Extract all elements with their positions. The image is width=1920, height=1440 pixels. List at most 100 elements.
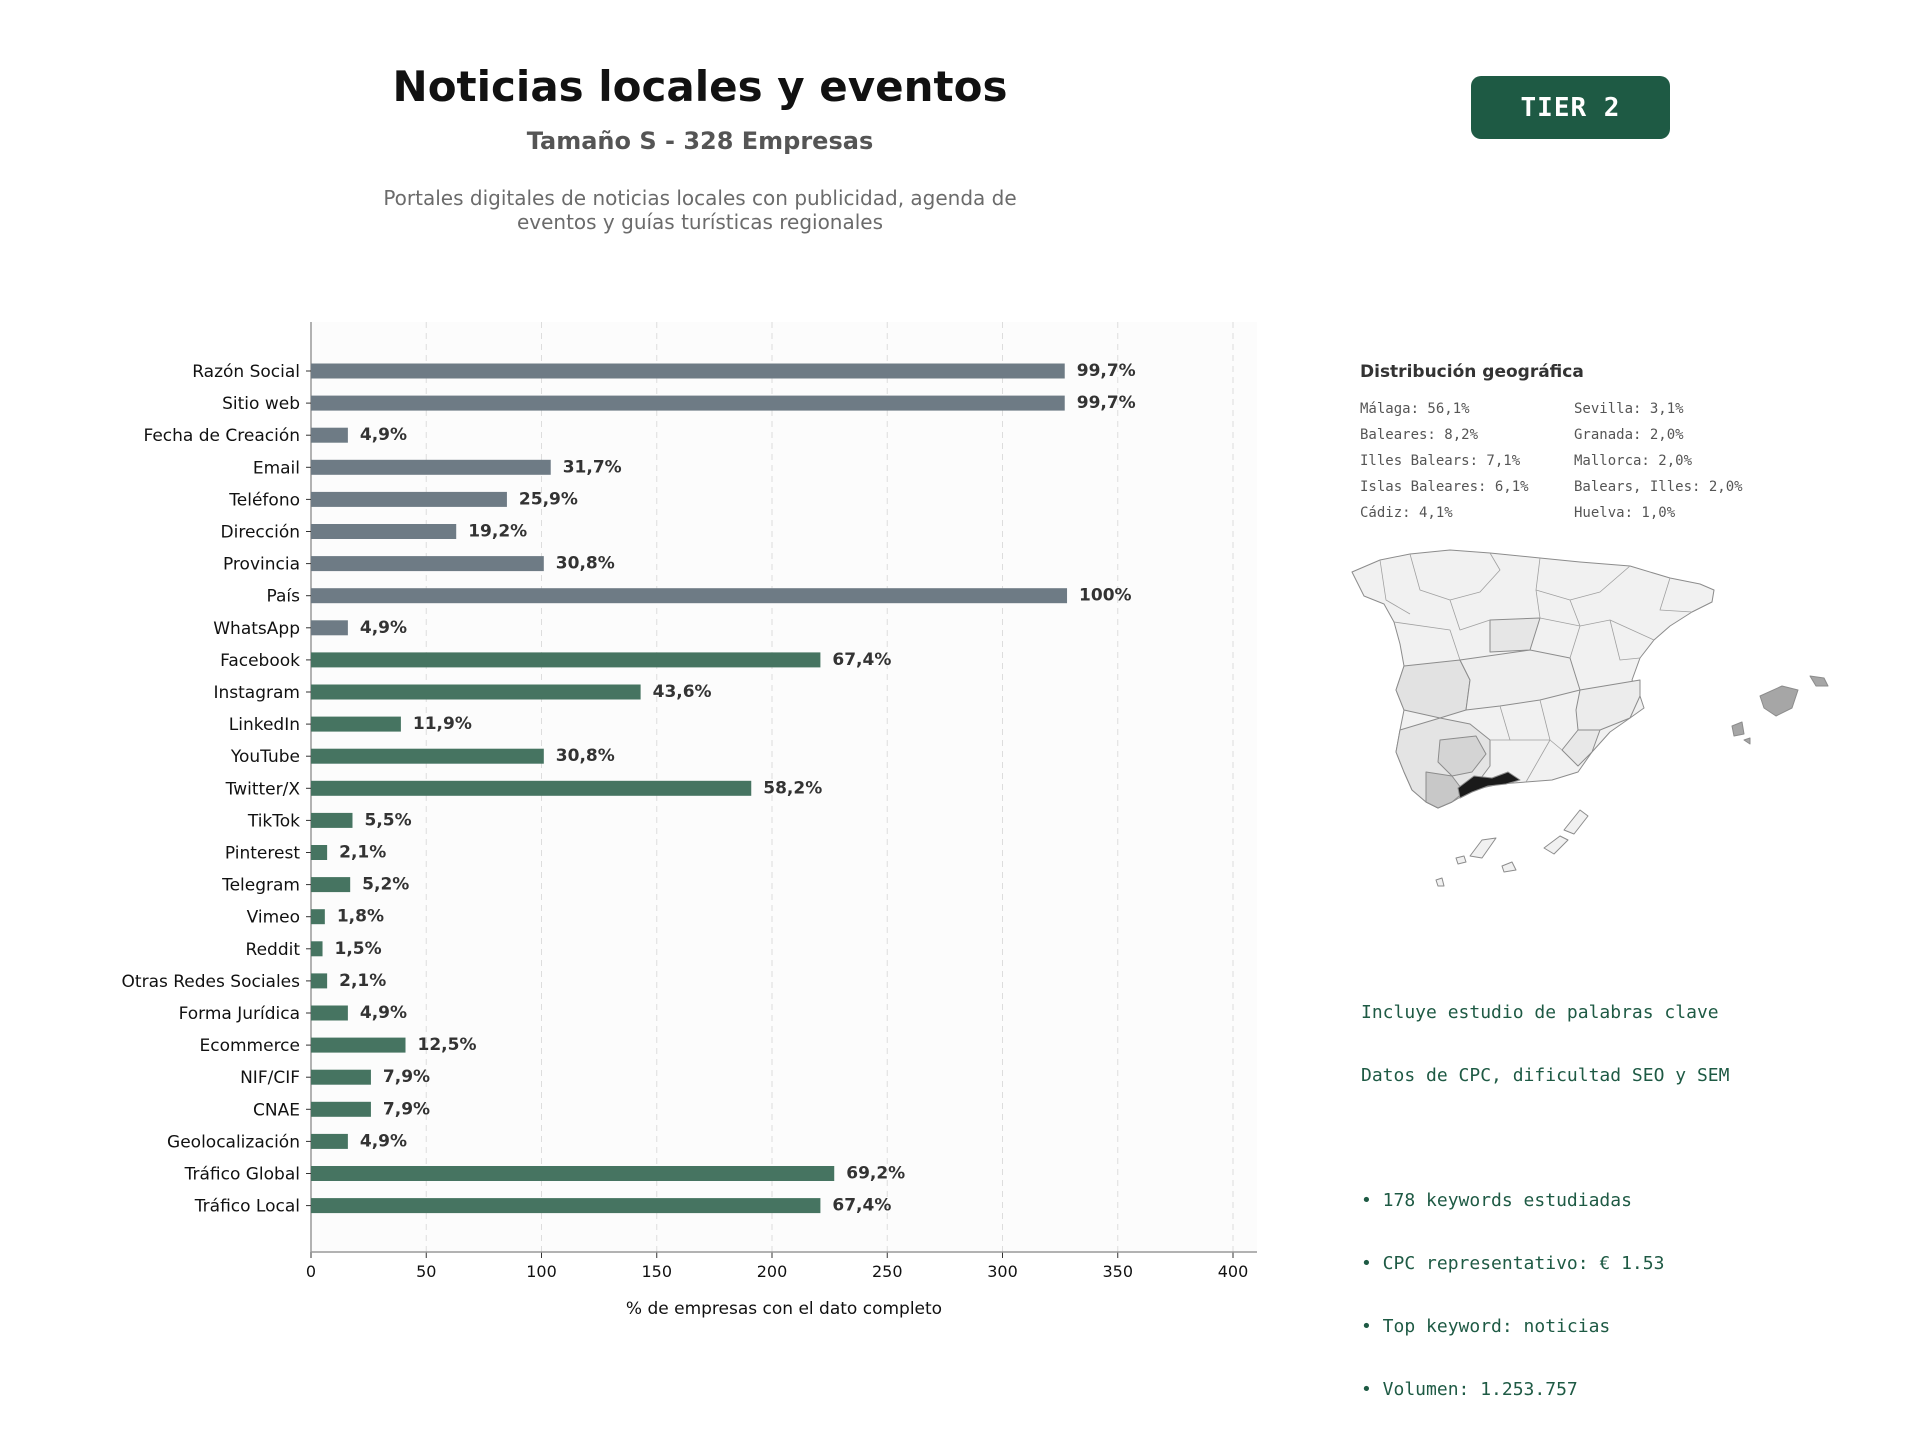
category-label: Geolocalización — [167, 1132, 300, 1152]
map-region-murcia — [1561, 729, 1601, 767]
bar — [311, 524, 457, 539]
map-region-extremadura — [1395, 659, 1471, 719]
spain-map-svg — [1351, 549, 1829, 887]
bar — [311, 1101, 371, 1117]
bar — [311, 684, 641, 700]
category-label: Tráfico Local — [194, 1197, 300, 1217]
geo-item: Huelva: 1,0% — [1574, 505, 1676, 521]
geo-item: Illes Balears: 7,1% — [1360, 453, 1521, 469]
category-label: Ecommerce — [200, 1036, 301, 1056]
value-label: 58,2% — [763, 778, 822, 798]
page-subtitle: Tamaño S - 328 Empresas — [526, 127, 874, 155]
bar — [311, 620, 348, 636]
map-island-ibiza — [1731, 721, 1745, 737]
bar — [311, 588, 1068, 604]
value-label: 1,8% — [337, 907, 384, 927]
bar — [311, 973, 328, 989]
category-label: Teléfono — [228, 490, 300, 510]
bar — [311, 812, 353, 828]
category-label: WhatsApp — [213, 619, 300, 639]
keywords-line-1: Incluye estudio de palabras clave — [1361, 1002, 1719, 1023]
completeness-bar-chart: 0 50 100 150 200 250 300 350 400 Razón Social 99,7… — [122, 322, 1257, 1319]
category-label: Sitio web — [222, 394, 300, 414]
spain-provinces-map — [1340, 540, 1850, 910]
category-label: CNAE — [253, 1100, 300, 1120]
x-tick-label: 150 — [641, 1262, 672, 1281]
value-label: 99,7% — [1077, 361, 1136, 381]
keywords-bullet: • CPC representativo: € 1.53 — [1361, 1253, 1665, 1274]
value-label: 31,7% — [563, 457, 622, 477]
bar — [311, 556, 544, 572]
value-label: 99,7% — [1077, 393, 1136, 413]
category-label: Instagram — [214, 683, 301, 703]
bar — [311, 845, 328, 860]
keywords-block: Incluye estudio de palabras clave Datos … — [1361, 960, 1729, 1421]
map-island-canary-6 — [1563, 809, 1589, 835]
bar — [311, 941, 323, 957]
page-title: Noticias locales y eventos — [392, 62, 1008, 111]
category-label: YouTube — [230, 747, 300, 767]
category-label: Provincia — [223, 555, 300, 575]
category-label: Fecha de Creación — [143, 426, 300, 446]
bar — [311, 395, 1065, 411]
value-label: 4,9% — [360, 618, 407, 638]
x-tick-label: 250 — [872, 1262, 903, 1281]
category-label: Email — [253, 458, 300, 478]
geo-item: Mallorca: 2,0% — [1574, 453, 1693, 469]
category-label: Razón Social — [192, 362, 300, 382]
bar — [311, 748, 544, 764]
geo-item: Balears, Illes: 2,0% — [1574, 479, 1743, 495]
geo-distribution-title: Distribución geográfica — [1360, 362, 1584, 382]
map-island-canary-1 — [1435, 877, 1445, 887]
category-label: País — [267, 587, 301, 607]
category-label: Vimeo — [247, 908, 300, 928]
x-tick-label: 100 — [526, 1262, 557, 1281]
bar — [311, 1198, 821, 1214]
map-island-menorca — [1809, 675, 1829, 687]
keywords-bullet: • Top keyword: noticias — [1361, 1316, 1611, 1337]
x-tick-label: 200 — [757, 1262, 788, 1281]
category-label: Tráfico Global — [184, 1165, 300, 1185]
geo-item: Granada: 2,0% — [1574, 427, 1684, 443]
x-tick-label: 50 — [416, 1262, 436, 1281]
category-label: Telegram — [221, 876, 300, 896]
map-island-canary-5 — [1543, 835, 1569, 855]
x-axis-label: % de empresas con el dato completo — [626, 1299, 942, 1319]
category-label: Reddit — [246, 940, 301, 960]
map-island-formentera — [1743, 737, 1751, 745]
category-label: NIF/CIF — [240, 1068, 300, 1088]
value-label: 30,8% — [556, 554, 615, 574]
category-label: Facebook — [220, 651, 300, 671]
bar — [311, 1037, 406, 1053]
bar — [311, 1005, 348, 1021]
map-region-malaga-highlight — [1457, 771, 1521, 799]
value-label: 5,5% — [364, 810, 411, 830]
map-island-mallorca — [1759, 685, 1799, 717]
value-label: 19,2% — [468, 522, 527, 542]
geo-item: Islas Baleares: 6,1% — [1360, 479, 1529, 495]
x-tick-label: 350 — [1102, 1262, 1133, 1281]
geo-item: Cádiz: 4,1% — [1360, 505, 1453, 521]
value-label: 5,2% — [362, 875, 409, 895]
map-region-madrid — [1489, 617, 1541, 653]
value-label: 4,9% — [360, 425, 407, 445]
keywords-bullet: • Volumen: 1.253.757 — [1361, 1379, 1578, 1400]
bar — [311, 459, 551, 475]
value-label: 4,9% — [360, 1003, 407, 1023]
value-label: 2,1% — [339, 971, 386, 991]
value-label: 7,9% — [383, 1067, 430, 1087]
category-label: Twitter/X — [225, 779, 301, 799]
value-label: 1,5% — [335, 939, 382, 959]
value-label: 43,6% — [653, 682, 712, 702]
bar — [311, 780, 752, 796]
bar — [311, 909, 325, 925]
value-label: 25,9% — [519, 489, 578, 509]
value-label: 12,5% — [418, 1035, 477, 1055]
geo-item: Málaga: 56,1% — [1360, 401, 1470, 417]
value-label: 11,9% — [413, 714, 472, 734]
x-tick-label: 400 — [1218, 1262, 1249, 1281]
keywords-bullet: • 178 keywords estudiadas — [1361, 1190, 1632, 1211]
x-tick-label: 300 — [987, 1262, 1018, 1281]
map-region-sevilla — [1437, 735, 1487, 777]
value-label: 67,4% — [832, 1196, 891, 1216]
